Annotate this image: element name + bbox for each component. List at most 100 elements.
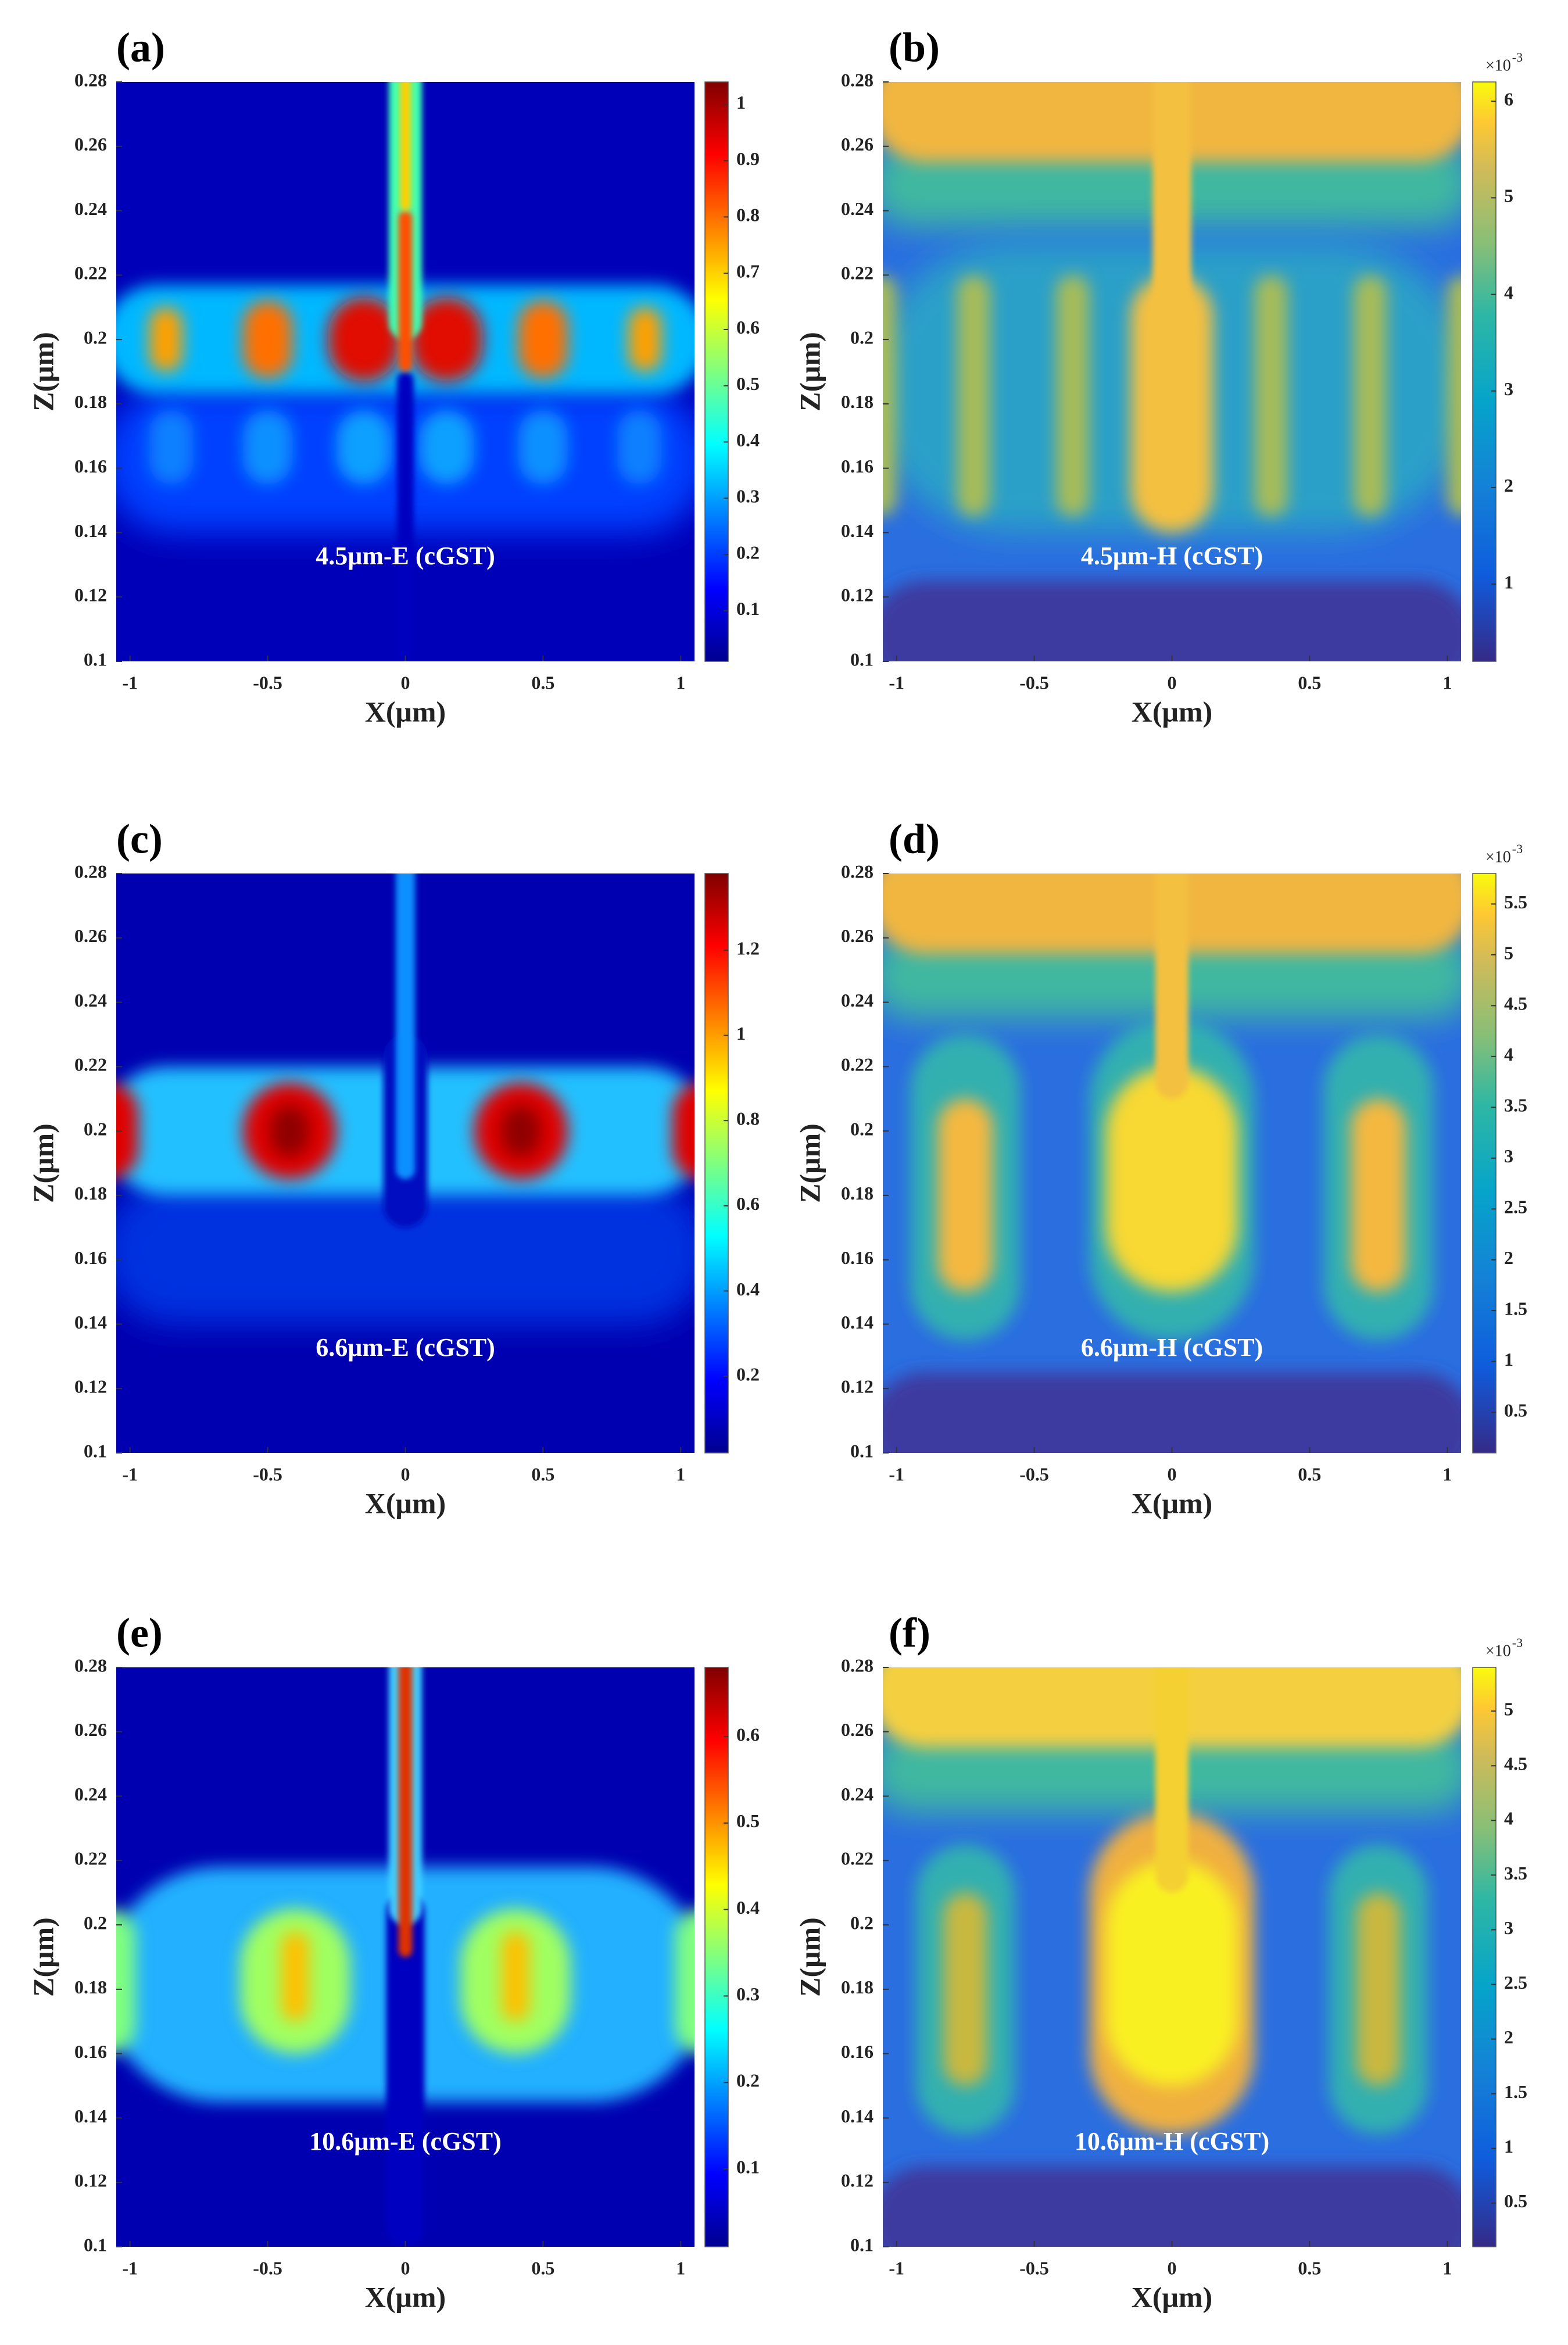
y-tick-label: 0.22 [74,263,107,284]
annotation: 4.5μm-E (cGST) [316,542,495,570]
heatmap [116,1667,694,2247]
y-tick-label: 0.22 [841,1054,874,1075]
y-tick-label: 0.1 [84,2234,107,2255]
field-region [328,298,400,382]
colorbar-tick-label: 6 [1504,89,1513,110]
panel: -1 -0.5 0 0.5 1 0.1 0.12 0.14 0.16 0.18 0.2 0.22 0.2… [27,1610,760,2314]
x-tick-label: 1 [676,1463,685,1484]
colorbar-tick-label: 1 [736,92,746,113]
y-axis-label: Z(μm) [27,1123,59,1203]
panel-label: (f) [889,1610,930,1656]
colorbar-tick-label: 3 [1504,1145,1513,1166]
field-region [883,275,897,517]
field-region [518,300,568,378]
panel: -1 -0.5 0 0.5 1 0.1 0.12 0.14 0.16 0.18 0.2 0.22 0.2… [793,24,1523,728]
x-axis-label: X(μm) [365,2280,446,2313]
x-tick-label: 1 [676,672,685,693]
x-tick-label: -0.5 [253,672,282,693]
colorbar-tick-label: 2 [1504,1247,1513,1268]
y-tick-label: 0.16 [841,2041,874,2062]
field-region [937,1098,993,1293]
colorbar-tick-label: 1.2 [736,937,760,958]
colorbar [1472,81,1497,662]
colorbar-tick-label: 2 [1504,2027,1513,2047]
y-tick-label: 0.18 [74,1183,107,1204]
colorbar-multiplier: ×10 [1485,848,1511,866]
field-region [149,307,182,372]
y-tick-label: 0.14 [74,520,107,541]
y-tick-label: 0.18 [841,1977,874,1997]
panel-label: (e) [116,1610,163,1656]
heatmap [883,82,1461,661]
panel-label: (d) [889,816,940,862]
y-tick-label: 0.26 [841,1719,874,1740]
field-region [1356,1892,1401,2086]
panel-label: (c) [116,816,163,862]
colorbar-tick-label: 0.2 [736,542,760,563]
x-axis-label: X(μm) [1132,2280,1212,2313]
y-tick-label: 0.16 [74,456,107,477]
y-tick-label: 0.12 [74,2170,107,2191]
y-tick-label: 0.16 [841,456,874,477]
field-region [1152,82,1191,340]
y-tick-label: 0.18 [841,1183,874,1204]
y-tick-label: 0.12 [841,2170,874,2191]
y-tick-label: 0.22 [841,1848,874,1869]
colorbar [704,1667,729,2247]
y-tick-label: 0.2 [850,327,874,348]
field-region [1447,275,1461,517]
field-region [395,873,416,1180]
field-region [1254,275,1288,517]
x-tick-label: -0.5 [253,1463,282,1484]
y-tick-label: 0.12 [74,585,107,606]
panel-label: (a) [116,24,165,71]
x-tick-label: -0.5 [1019,1463,1049,1484]
y-tick-label: 0.28 [841,861,874,882]
y-tick-label: 0.1 [850,2234,874,2255]
colorbar-tick-label: 1 [1504,2136,1513,2157]
x-tick-label: 1 [1442,2257,1452,2278]
field-region [883,2166,1461,2247]
y-tick-label: 0.18 [74,1977,107,1997]
x-axis-label: X(μm) [365,1487,446,1519]
field-region [1155,873,1188,1099]
x-axis-label: X(μm) [365,695,446,728]
field-region [400,82,411,211]
y-tick-label: 0.16 [841,1247,874,1268]
annotation: 6.6μm-E (cGST) [316,1333,495,1362]
colorbar-tick-label: 1 [736,1023,746,1044]
colorbar-tick-label: 4 [1504,1808,1513,1829]
y-tick-label: 0.22 [74,1848,107,1869]
colorbar-tick-label: 3 [1504,1917,1513,1938]
field-region [242,410,293,485]
x-tick-label: 1 [676,2257,685,2278]
field-region [336,410,392,485]
colorbar-tick-label: 0.6 [736,317,760,338]
y-tick-label: 0.1 [84,649,107,670]
field-region [617,410,662,485]
x-tick-label: -0.5 [1019,2257,1049,2278]
x-tick-label: 0 [401,672,410,693]
y-tick-label: 0.24 [74,198,107,219]
colorbar-tick-label: 0.8 [736,205,760,225]
colorbar [1472,873,1497,1453]
y-tick-label: 0.28 [74,861,107,882]
colorbar [704,873,729,1453]
x-tick-label: 0 [1168,1463,1177,1484]
x-tick-label: -1 [889,672,904,693]
colorbar-multiplier: ×10 [1485,1642,1511,1660]
field-region [1056,275,1090,517]
y-tick-label: 0.26 [74,1719,107,1740]
colorbar-tick-label: 0.8 [736,1108,760,1129]
field-region [1354,275,1387,517]
y-tick-label: 0.12 [841,1376,874,1397]
colorbar-tick-label: 0.3 [736,1984,760,2004]
field-region [116,1084,138,1179]
colorbar-exponent: -3 [1512,50,1523,65]
field-region [397,371,414,661]
x-axis-label: X(μm) [1132,1487,1212,1519]
field-region [1105,1066,1238,1293]
y-axis-label: Z(μm) [27,332,59,411]
x-tick-label: 0.5 [1298,672,1321,693]
y-tick-label: 0.18 [841,391,874,412]
